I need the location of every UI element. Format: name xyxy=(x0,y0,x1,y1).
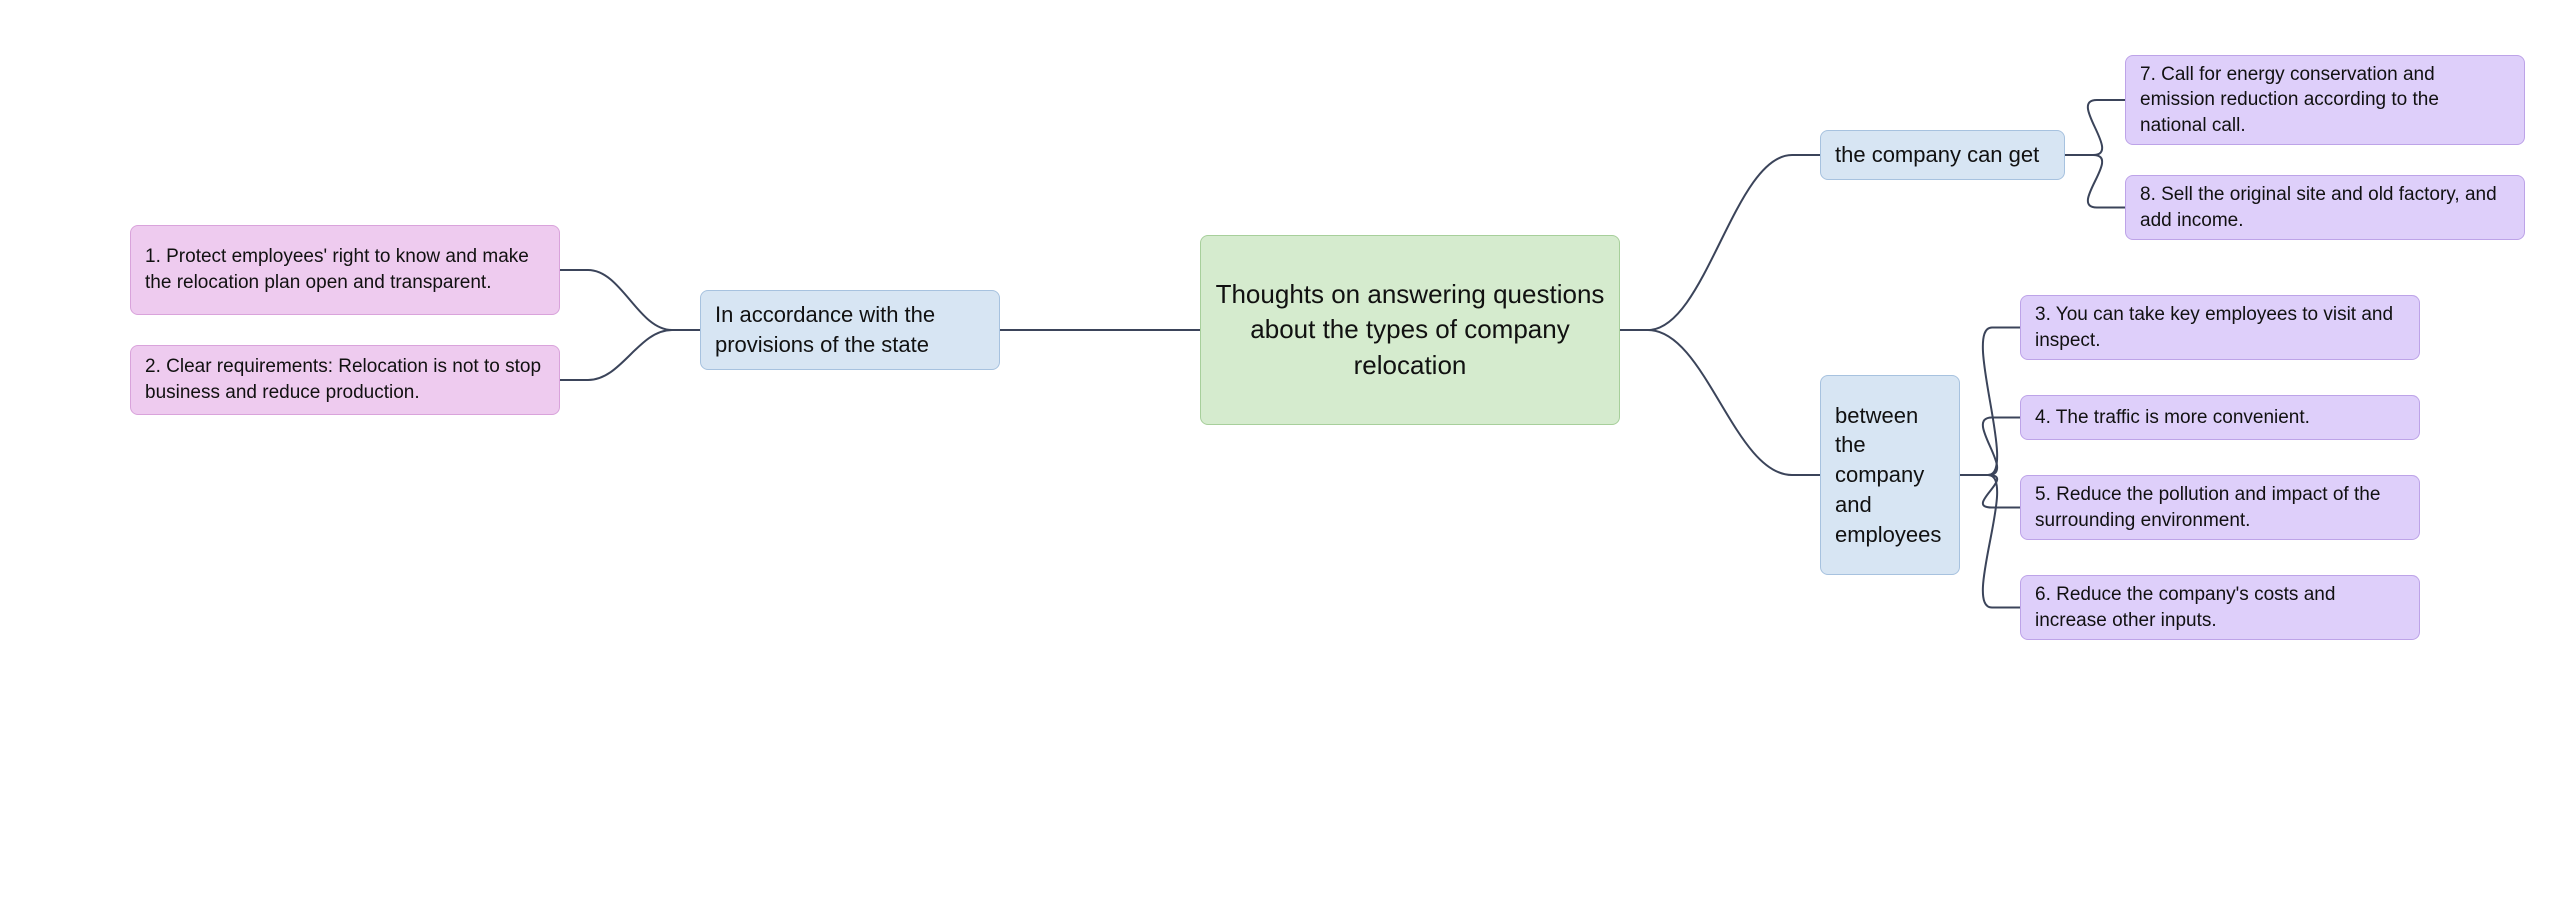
connector xyxy=(1960,475,2020,508)
mindmap-node-label: 7. Call for energy conservation and emis… xyxy=(2140,62,2510,139)
mindmap-node-right_branch_a: the company can get xyxy=(1820,130,2065,180)
mindmap-node-right_branch_b: between the company and employees xyxy=(1820,375,1960,575)
mindmap-node-label: 4. The traffic is more convenient. xyxy=(2035,405,2310,431)
mindmap-node-root: Thoughts on answering questions about th… xyxy=(1200,235,1620,425)
mindmap-node-label: 8. Sell the original site and old factor… xyxy=(2140,182,2510,233)
mindmap-node-label: 3. You can take key employees to visit a… xyxy=(2035,302,2405,353)
mindmap-node-r6: 6. Reduce the company's costs and increa… xyxy=(2020,575,2420,640)
connector xyxy=(1620,330,1820,475)
connector xyxy=(1960,475,2020,608)
connector xyxy=(560,330,700,380)
mindmap-node-label: the company can get xyxy=(1835,140,2039,170)
mindmap-node-label: 1. Protect employees' right to know and … xyxy=(145,244,545,295)
connector xyxy=(1960,328,2020,476)
mindmap-node-left_branch: In accordance with the provisions of the… xyxy=(700,290,1000,370)
mindmap-node-label: In accordance with the provisions of the… xyxy=(715,300,985,359)
mindmap-node-label: Thoughts on answering questions about th… xyxy=(1215,277,1605,382)
mindmap-node-label: between the company and employees xyxy=(1835,401,1945,549)
mindmap-node-r3: 3. You can take key employees to visit a… xyxy=(2020,295,2420,360)
connector xyxy=(560,270,700,330)
mindmap-node-r5: 5. Reduce the pollution and impact of th… xyxy=(2020,475,2420,540)
mindmap-node-r8: 8. Sell the original site and old factor… xyxy=(2125,175,2525,240)
mindmap-node-r7: 7. Call for energy conservation and emis… xyxy=(2125,55,2525,145)
mindmap-node-label: 2. Clear requirements: Relocation is not… xyxy=(145,354,545,405)
mindmap-node-label: 5. Reduce the pollution and impact of th… xyxy=(2035,482,2405,533)
connector xyxy=(2065,100,2125,155)
mindmap-node-label: 6. Reduce the company's costs and increa… xyxy=(2035,582,2405,633)
mindmap-node-r4: 4. The traffic is more convenient. xyxy=(2020,395,2420,440)
mindmap-node-l2: 2. Clear requirements: Relocation is not… xyxy=(130,345,560,415)
connector xyxy=(1960,418,2020,476)
connector xyxy=(2065,155,2125,208)
mindmap-node-l1: 1. Protect employees' right to know and … xyxy=(130,225,560,315)
connector xyxy=(1620,155,1820,330)
